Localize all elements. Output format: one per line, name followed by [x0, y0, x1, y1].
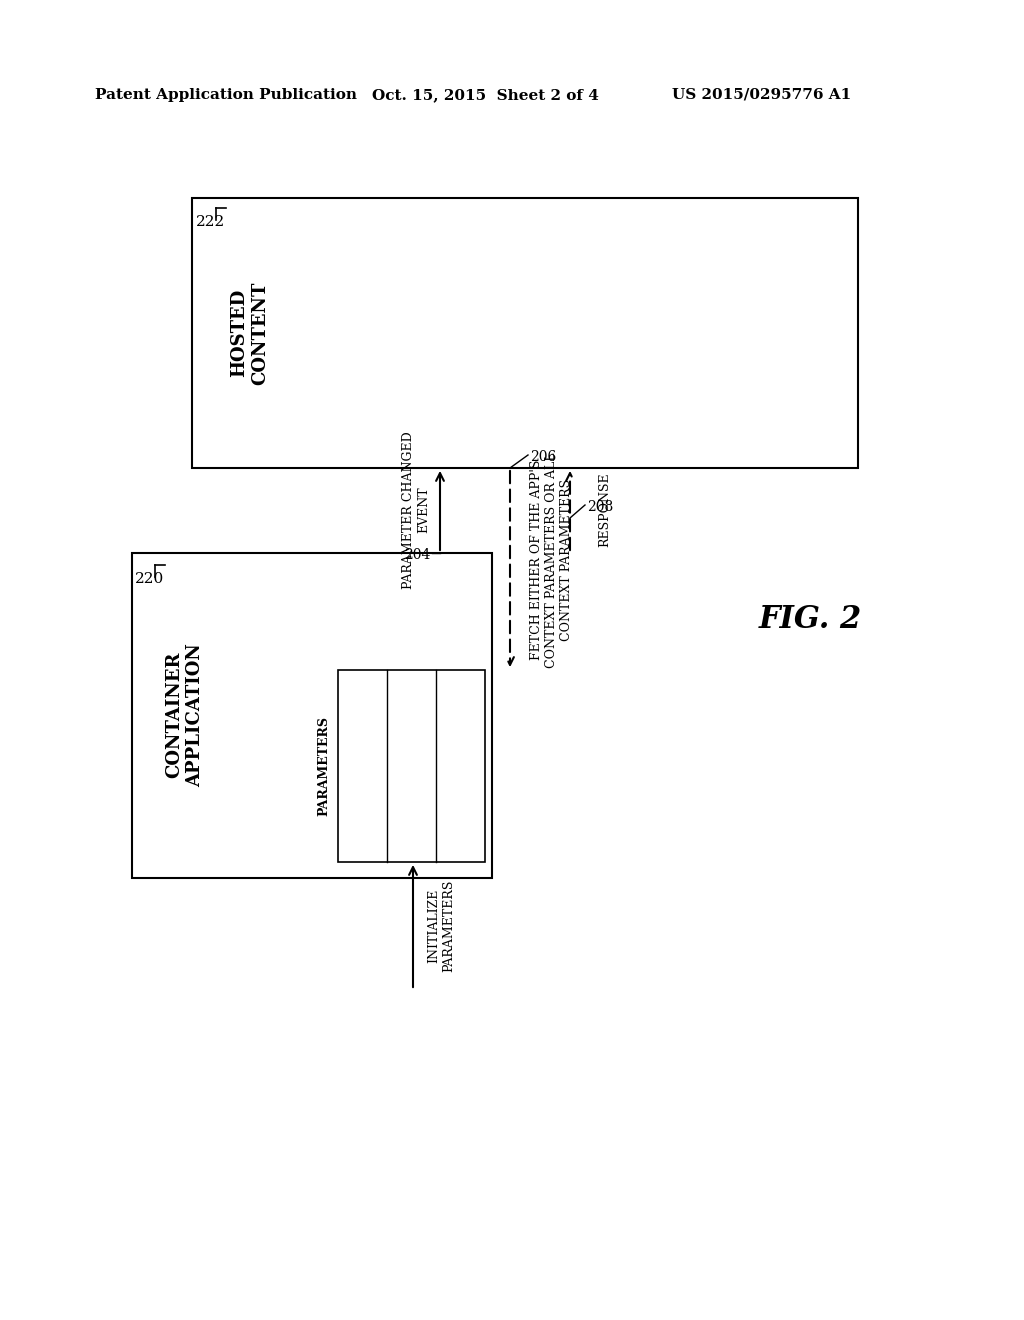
Bar [338, 671, 485, 862]
Text: HOSTED
CONTENT: HOSTED CONTENT [230, 281, 269, 384]
Text: CONTAINER
APPLICATION: CONTAINER APPLICATION [166, 643, 205, 787]
Text: 220: 220 [135, 572, 164, 586]
Text: US 2015/0295776 A1: US 2015/0295776 A1 [672, 88, 851, 102]
Text: Oct. 15, 2015  Sheet 2 of 4: Oct. 15, 2015 Sheet 2 of 4 [372, 88, 599, 102]
Text: FETCH EITHER OF THE APP'S
CONTEXT PARAMETERS OR ALL
CONTEXT PARAMETERS: FETCH EITHER OF THE APP'S CONTEXT PARAME… [530, 453, 573, 668]
Text: INITIALIZE
PARAMETERS: INITIALIZE PARAMETERS [427, 880, 455, 973]
Text: PARAMETERS: PARAMETERS [317, 715, 330, 816]
Bar [193, 198, 858, 469]
Text: 222: 222 [196, 215, 225, 228]
Text: FIG. 2: FIG. 2 [759, 605, 861, 635]
Bar [132, 553, 492, 878]
Text: 204: 204 [403, 548, 430, 562]
Text: 208: 208 [587, 500, 613, 513]
Text: Patent Application Publication: Patent Application Publication [95, 88, 357, 102]
Text: RESPONSE: RESPONSE [598, 473, 611, 548]
Text: 206: 206 [530, 450, 556, 465]
Text: PARAMETER CHANGED
EVENT: PARAMETER CHANGED EVENT [402, 432, 430, 589]
